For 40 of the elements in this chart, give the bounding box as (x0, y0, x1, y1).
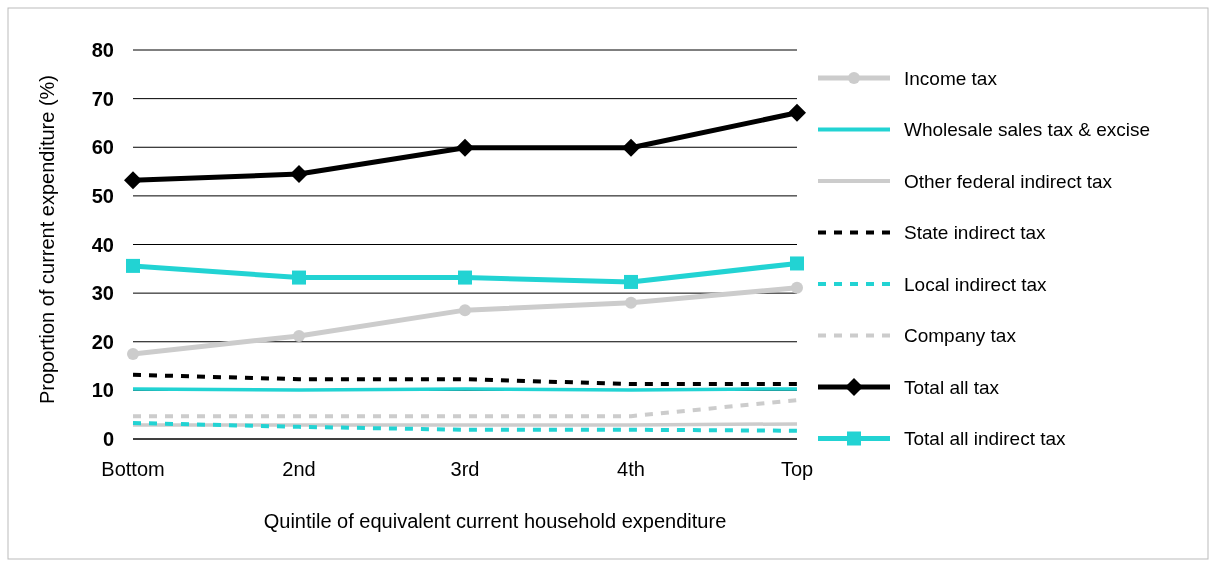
point (624, 274, 638, 289)
point (456, 138, 474, 157)
point (788, 103, 806, 122)
x-tick-label: 4th (617, 458, 645, 480)
point (622, 138, 640, 157)
legend-label: Total all indirect tax (904, 428, 1067, 450)
y-tick-label: 50 (91, 184, 114, 207)
y-axis-title: Proportion of current expenditure (%) (36, 74, 58, 405)
legend-label: Company tax (904, 325, 1017, 347)
point (459, 304, 471, 317)
point (292, 270, 306, 285)
point (126, 258, 140, 273)
point (290, 164, 308, 183)
x-axis-title: Quintile of equivalent current household expenditure (263, 510, 727, 532)
legend-label: Total all tax (904, 376, 1000, 398)
x-tick-label: Bottom (101, 458, 165, 480)
point (127, 347, 139, 360)
point (293, 329, 305, 342)
legend-label: Wholesale sales tax & excise (904, 119, 1151, 141)
legend-label: Local indirect tax (904, 273, 1048, 295)
line-series (131, 420, 799, 433)
y-tick-label: 30 (91, 282, 114, 305)
y-tick-label: 70 (91, 87, 114, 110)
x-tick-label: 2nd (282, 458, 316, 480)
point (458, 270, 472, 285)
y-tick-label: 80 (91, 39, 114, 61)
x-tick-label: Top (780, 458, 814, 480)
legend-label: Income tax (904, 67, 998, 89)
point (791, 281, 803, 294)
y-tick-label: 40 (91, 233, 114, 256)
point (124, 171, 142, 190)
y-tick-label: 20 (91, 330, 114, 353)
y-tick-label: 0 (102, 428, 114, 450)
point (625, 296, 637, 309)
point (790, 256, 804, 271)
y-tick-label: 10 (91, 379, 114, 402)
legend-label: State indirect tax (904, 222, 1047, 244)
legend-label: Other federal indirect tax (904, 170, 1113, 192)
y-tick-label: 60 (91, 136, 114, 159)
x-tick-label: 3rd (450, 458, 480, 480)
